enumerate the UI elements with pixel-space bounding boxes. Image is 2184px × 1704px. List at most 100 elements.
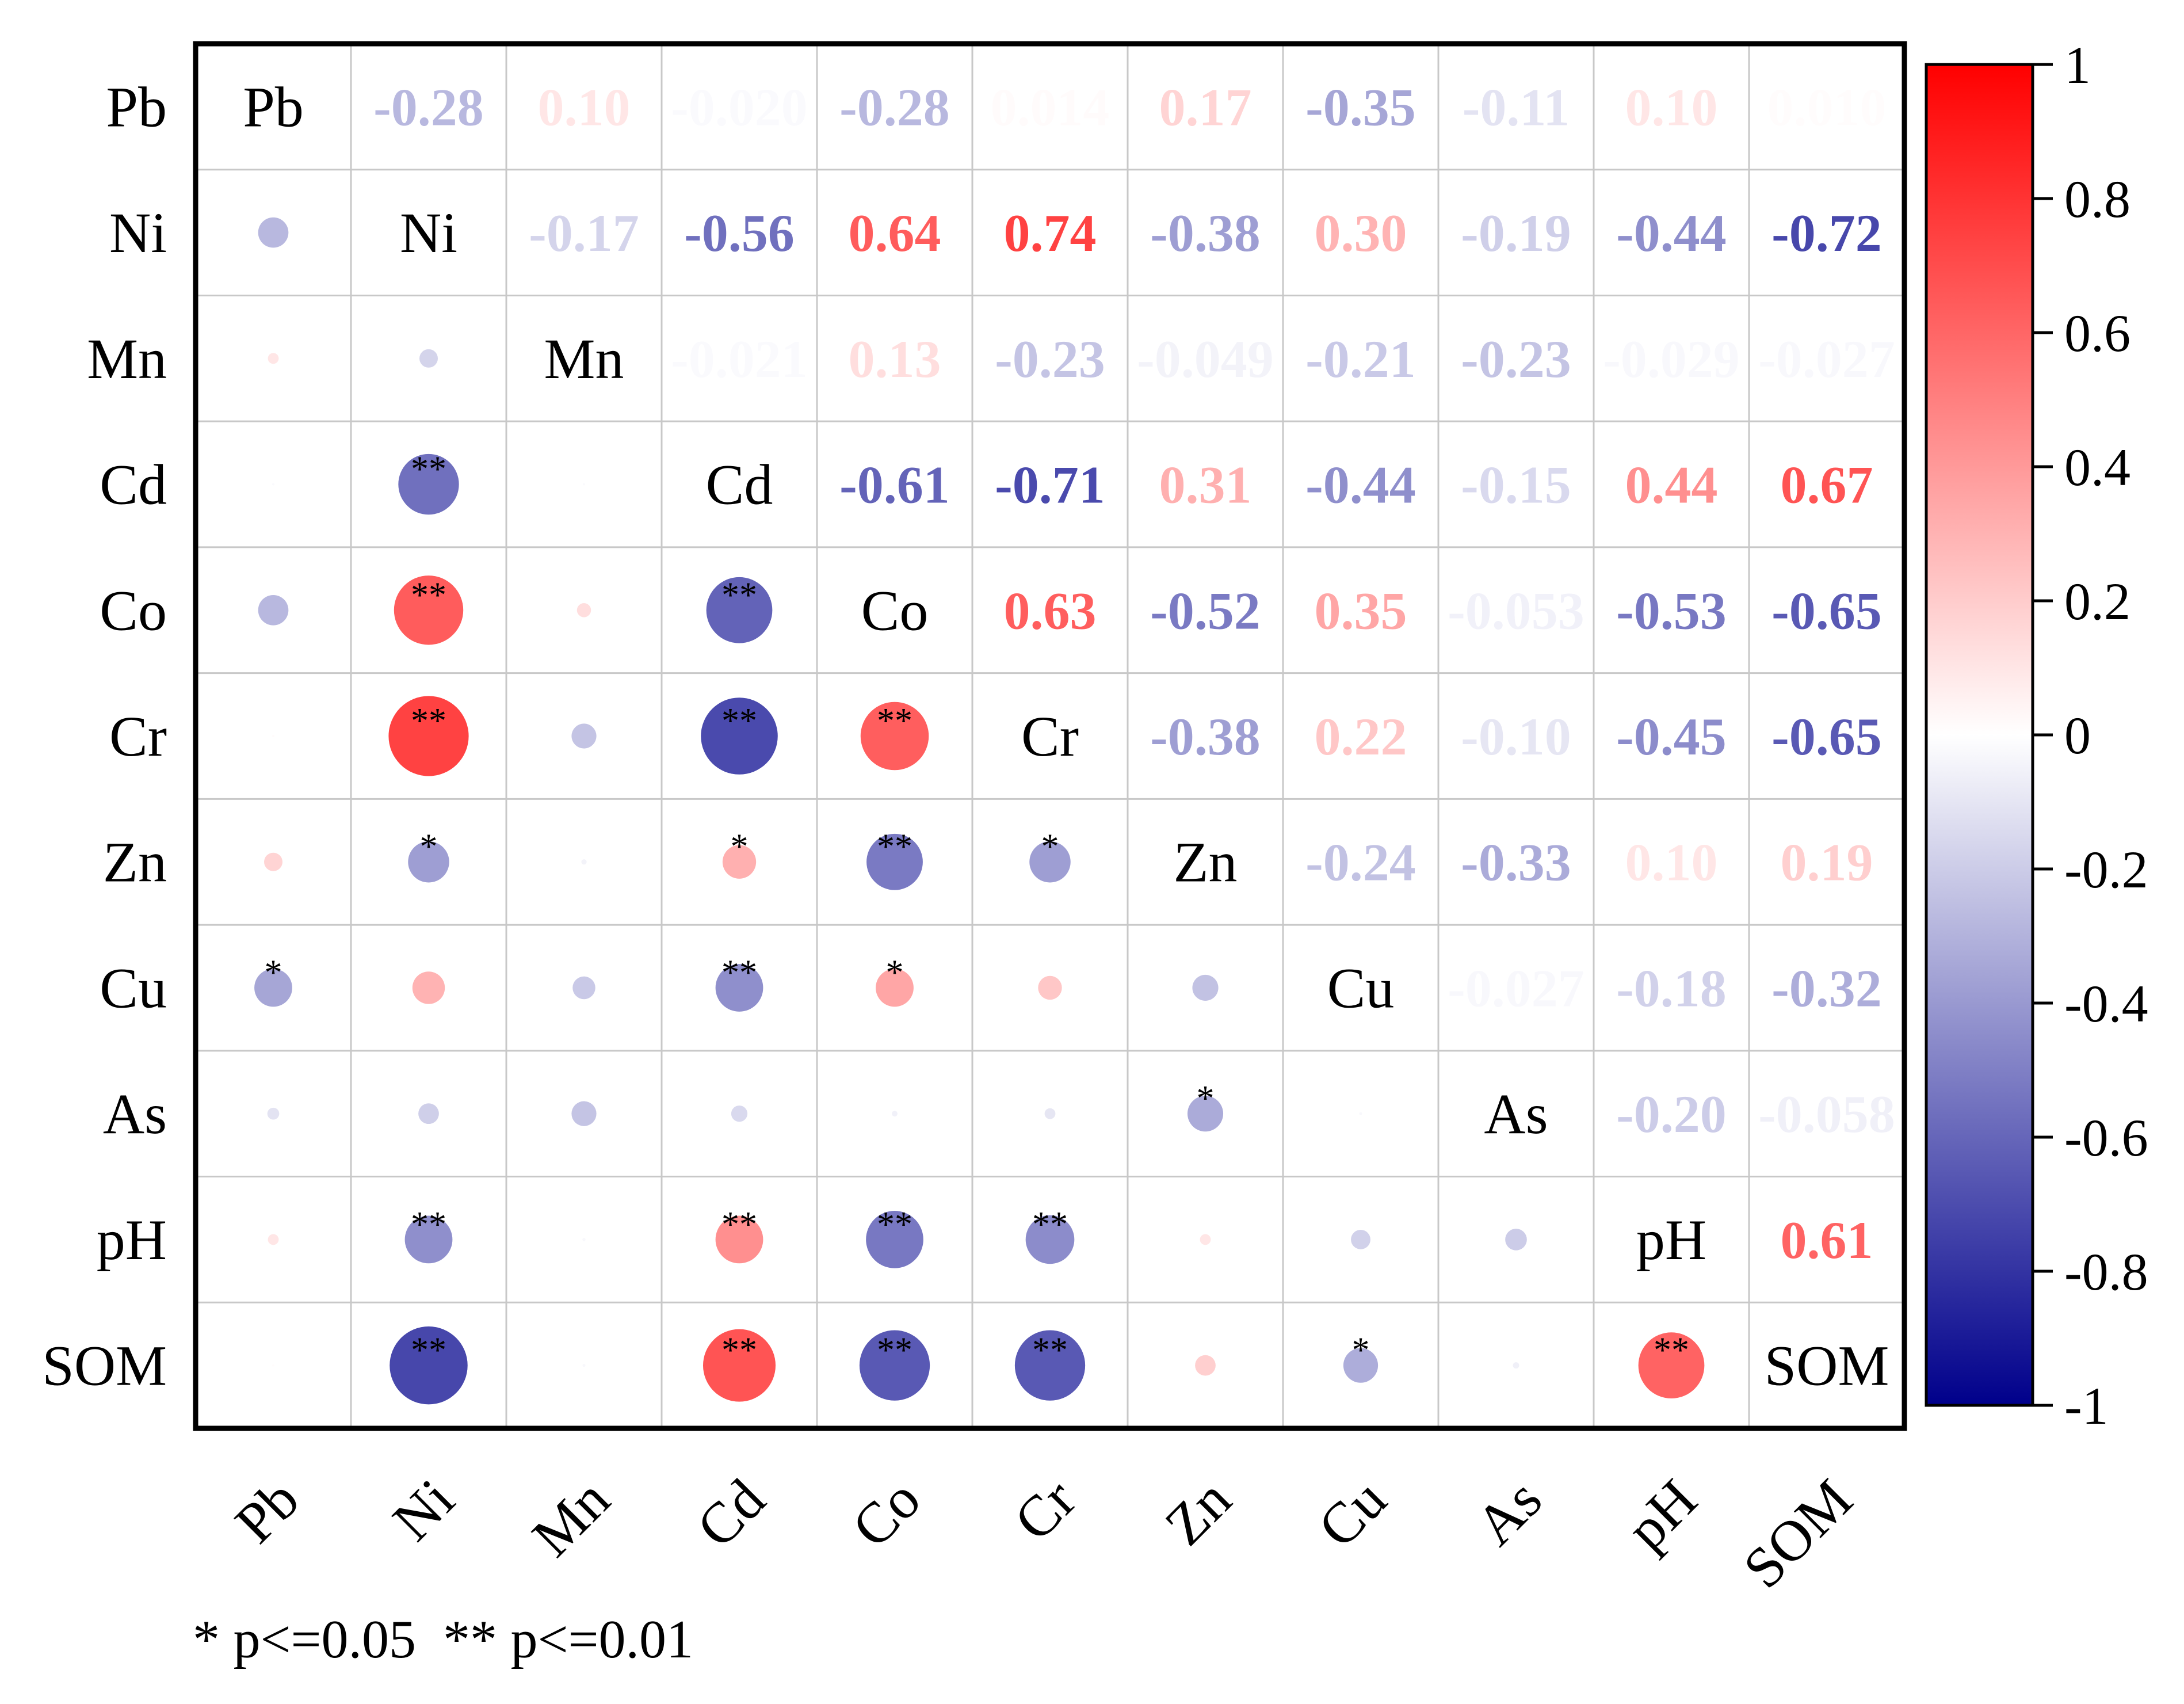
correlation-circle — [702, 1329, 776, 1402]
colorbar: 1 0.8 0.6 0.4 0.2 0 -0.2 -0.4 -0.6 -0.8 -1 — [1925, 36, 2148, 1435]
correlation-circle — [581, 859, 587, 865]
correlation-value-label: -0.19 — [1461, 204, 1571, 262]
correlation-circle — [268, 353, 279, 364]
correlation-value-label: 0.44 — [1625, 456, 1718, 514]
significance-marker: ** — [1654, 1331, 1689, 1370]
correlation-circle — [390, 1326, 468, 1405]
correlation-value-label: 0.10 — [1625, 833, 1718, 892]
correlation-value-label: -0.56 — [684, 204, 795, 262]
correlation-value-label: -0.61 — [839, 456, 950, 514]
correlation-value-label: -0.52 — [1150, 581, 1261, 640]
correlation-value-label: -0.027 — [1448, 959, 1584, 1017]
diagonal-label: Cd — [706, 453, 773, 517]
colorbar-tick-label: -0.8 — [2064, 1242, 2148, 1301]
significance-marker: ** — [721, 575, 757, 615]
correlation-value-label: -0.049 — [1137, 330, 1274, 388]
correlation-value-label: -0.021 — [671, 330, 808, 388]
correlation-value-label: -0.17 — [529, 204, 639, 262]
correlation-circle — [576, 603, 591, 617]
correlation-circle — [892, 1111, 898, 1117]
significance-marker: * — [420, 828, 438, 867]
significance-marker: ** — [877, 702, 912, 741]
correlation-circle — [1038, 975, 1062, 1000]
correlation-circle — [1351, 1229, 1370, 1249]
significance-marker: ** — [877, 828, 912, 867]
correlation-value-label: -0.33 — [1461, 833, 1571, 892]
correlation-circle — [254, 969, 292, 1007]
correlation-circle — [394, 575, 464, 645]
significance-marker: ** — [877, 1205, 912, 1244]
row-label: Mn — [87, 327, 167, 391]
correlation-circle — [1029, 841, 1071, 883]
correlation-value-label: -0.38 — [1150, 204, 1261, 262]
correlation-circle — [412, 971, 445, 1004]
significance-marker: ** — [721, 1331, 757, 1370]
correlation-value-label: 0.31 — [1159, 456, 1252, 514]
correlation-value-label: 0.63 — [1004, 581, 1097, 640]
correlation-value-label: -0.23 — [995, 330, 1105, 388]
correlation-circle — [408, 841, 449, 883]
correlation-value-label: 0.10 — [538, 78, 631, 136]
correlation-value-label: -0.24 — [1305, 833, 1416, 892]
correlation-value-label: -0.053 — [1448, 581, 1584, 640]
correlation-value-label: -0.28 — [839, 78, 950, 136]
correlation-value-label: -0.72 — [1771, 204, 1882, 262]
colorbar-gradient — [1925, 63, 2034, 1407]
colorbar-tick-label: 1 — [2064, 36, 2091, 94]
correlation-circle — [715, 1215, 763, 1264]
correlation-value-label: -0.35 — [1305, 78, 1416, 136]
correlation-circle — [572, 976, 595, 1000]
diagonal-label: SOM — [1765, 1334, 1889, 1398]
row-label: Zn — [103, 830, 167, 894]
colorbar-tick-label: 0.4 — [2064, 438, 2130, 497]
correlation-value-label: -0.53 — [1616, 581, 1727, 640]
grid-lines — [196, 44, 1904, 1428]
significance-marker: * — [265, 953, 282, 992]
significance-marker: ** — [1032, 1331, 1068, 1370]
correlation-circle — [418, 1103, 439, 1124]
correlation-value-label: -0.15 — [1461, 456, 1571, 514]
matrix-cells: Pb -0.28 0.10 -0.020 -0.28 0.014 0.17 -0.35 -0.1… — [243, 75, 1895, 1405]
significance-marker: * — [731, 828, 749, 867]
correlation-circle — [715, 964, 763, 1012]
correlation-circle — [876, 969, 914, 1007]
correlation-circle — [1187, 1096, 1224, 1132]
colorbar-tick-label: -0.6 — [2064, 1108, 2148, 1167]
correlation-circle — [866, 833, 923, 890]
diagonal-label: pH — [1636, 1208, 1706, 1272]
colorbar-tick-label: 0.8 — [2064, 170, 2130, 228]
correlation-value-label: -0.44 — [1616, 204, 1727, 262]
significance-marker: ** — [411, 575, 446, 615]
correlation-value-label: -0.44 — [1305, 456, 1416, 514]
significance-marker: ** — [721, 1205, 757, 1244]
correlation-circle — [866, 1211, 923, 1268]
correlation-value-label: 0.61 — [1781, 1211, 1873, 1270]
correlation-value-label: 0.10 — [1625, 78, 1718, 136]
correlation-value-label: -0.65 — [1771, 707, 1882, 766]
correlation-circle — [1192, 974, 1219, 1001]
correlation-value-label: 0.35 — [1315, 581, 1407, 640]
correlation-value-label: 0.30 — [1315, 204, 1407, 262]
significance-marker: * — [1041, 828, 1059, 867]
correlation-circle — [272, 483, 274, 486]
correlation-circle — [706, 577, 773, 643]
correlation-circle — [264, 852, 282, 871]
correlation-circle — [388, 696, 469, 776]
correlation-circle — [859, 1330, 930, 1401]
correlation-circle — [398, 453, 459, 515]
diagonal-label: Zn — [1173, 830, 1237, 894]
correlation-circle — [860, 702, 929, 771]
correlation-value-label: 0.22 — [1315, 707, 1407, 766]
correlation-circle — [1513, 1362, 1519, 1369]
row-label: Pb — [106, 75, 167, 139]
correlation-value-label: 0.74 — [1004, 204, 1097, 262]
correlation-circle — [1359, 1112, 1362, 1115]
significance-marker: * — [886, 953, 904, 992]
correlation-circle — [731, 1105, 748, 1122]
correlation-value-label: -0.65 — [1771, 581, 1882, 640]
diagonal-label: As — [1484, 1082, 1548, 1146]
correlation-value-label: 0.67 — [1781, 456, 1873, 514]
diagonal-label: Mn — [544, 327, 624, 391]
